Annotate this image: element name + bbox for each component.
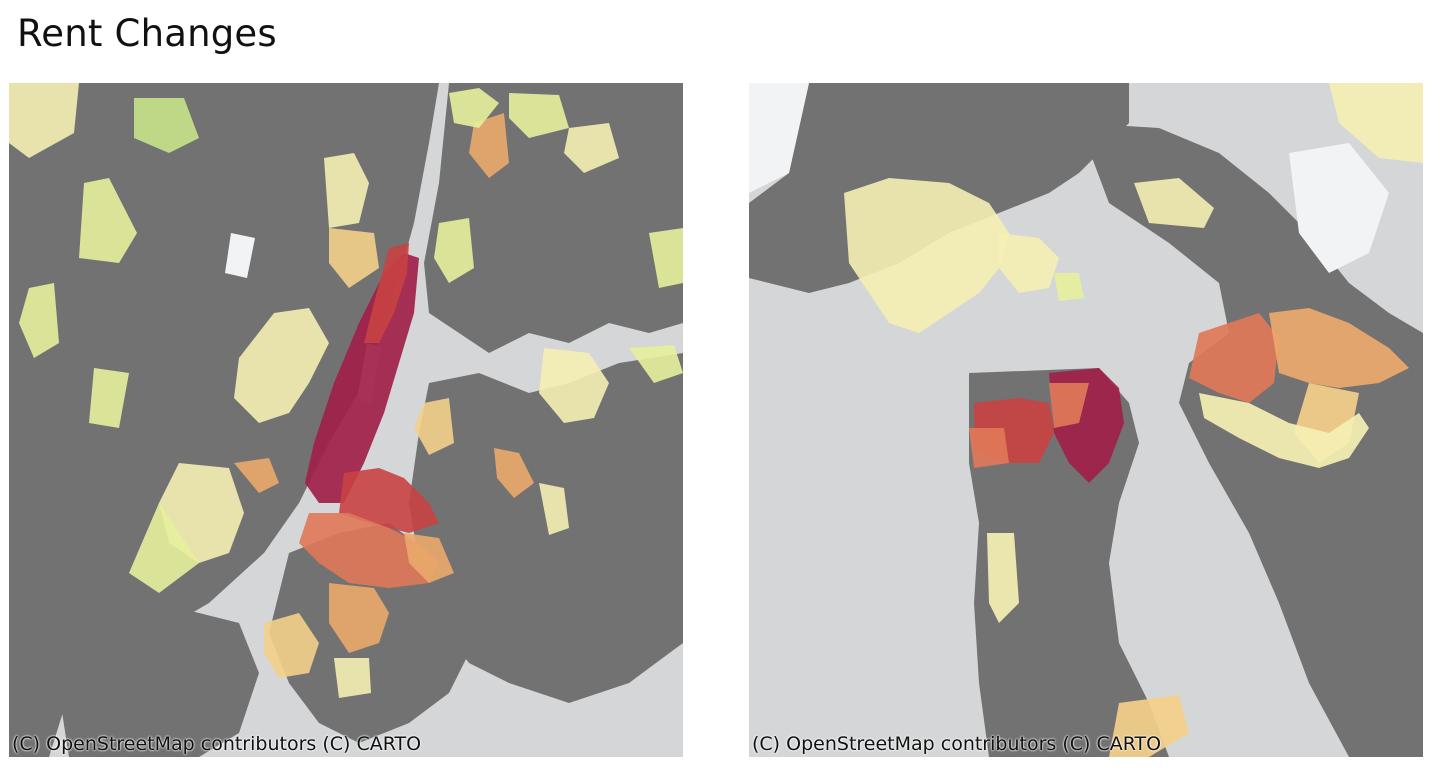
region-bronx-5 bbox=[434, 218, 474, 283]
nyc-map-canvas bbox=[9, 83, 683, 757]
region-nj-4 bbox=[19, 283, 59, 358]
region-upper-manhattan bbox=[364, 243, 409, 343]
region-oakland-1 bbox=[1189, 313, 1279, 403]
sf-map-canvas bbox=[749, 83, 1423, 757]
region-queens-3 bbox=[539, 483, 569, 535]
region-nj-5 bbox=[89, 368, 129, 428]
land-sf-peninsula bbox=[969, 368, 1169, 757]
region-queens-1 bbox=[494, 448, 534, 498]
region-sf-south-2 bbox=[1109, 695, 1189, 757]
region-ne-yellow-2 bbox=[1134, 178, 1214, 228]
region-bronx-4 bbox=[564, 123, 619, 173]
region-sf-south-1 bbox=[987, 533, 1019, 623]
nyc-map[interactable]: (C) OpenStreetMap contributors (C) CARTO bbox=[9, 83, 683, 757]
region-sf-3 bbox=[969, 428, 1009, 468]
region-nj-2 bbox=[134, 98, 199, 153]
region-sf-4 bbox=[1049, 383, 1089, 428]
region-queens-2 bbox=[414, 398, 454, 455]
figure-title: Rent Changes bbox=[17, 12, 277, 55]
region-bronx-2 bbox=[449, 88, 499, 128]
region-bronx-3 bbox=[509, 93, 569, 138]
sf-map[interactable]: (C) OpenStreetMap contributors (C) CARTO bbox=[749, 83, 1423, 757]
region-nj-11 bbox=[129, 503, 199, 593]
region-oakland-2 bbox=[1269, 308, 1409, 388]
region-bronx-1 bbox=[469, 113, 509, 178]
region-bk-6 bbox=[404, 533, 454, 583]
region-alameda bbox=[1199, 393, 1369, 468]
region-nj-9 bbox=[234, 458, 279, 493]
sf-map-attribution: (C) OpenStreetMap contributors (C) CARTO bbox=[752, 733, 1162, 755]
land-staten-island bbox=[59, 603, 259, 757]
region-bk-1 bbox=[339, 468, 439, 533]
region-marin-1 bbox=[844, 178, 1009, 333]
region-bk-5 bbox=[334, 658, 371, 698]
region-bk-3 bbox=[329, 583, 389, 653]
nyc-map-attribution: (C) OpenStreetMap contributors (C) CARTO bbox=[12, 733, 422, 755]
park-white-area bbox=[225, 233, 255, 278]
region-nj-7 bbox=[329, 228, 379, 288]
region-bk-4 bbox=[264, 613, 319, 678]
region-bk-2 bbox=[299, 513, 439, 588]
region-nj-3 bbox=[79, 178, 137, 263]
region-queens-4 bbox=[539, 348, 609, 423]
land-queens bbox=[409, 353, 683, 703]
region-marin-2 bbox=[999, 233, 1059, 293]
region-nj-6 bbox=[324, 153, 369, 228]
region-nj-12 bbox=[649, 228, 683, 288]
park-marin-headlands bbox=[749, 83, 809, 193]
region-nj-1 bbox=[9, 83, 79, 158]
region-ne-yellow bbox=[1329, 83, 1423, 163]
region-nj-8 bbox=[234, 308, 329, 423]
region-marin-3 bbox=[1054, 273, 1084, 301]
park-east-bay bbox=[1289, 143, 1389, 273]
region-queens-green bbox=[629, 345, 683, 383]
